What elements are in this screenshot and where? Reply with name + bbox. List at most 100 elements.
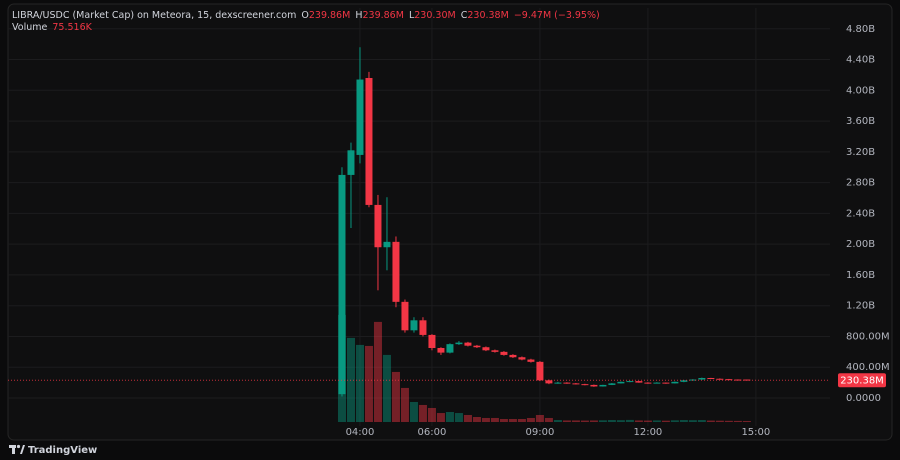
- volume-bar: [526, 417, 535, 422]
- volume-bar: [400, 387, 409, 422]
- volume-bar: [490, 417, 499, 422]
- volume-bar: [544, 417, 553, 422]
- candle-body: [419, 320, 427, 335]
- candle-body: [617, 381, 625, 384]
- volume-bar: [715, 420, 724, 422]
- volume-bar: [670, 420, 679, 422]
- volume-bar: [535, 414, 544, 422]
- candle-body: [446, 344, 454, 353]
- last-price-label: 230.38M: [840, 375, 884, 386]
- candle-body: [347, 150, 355, 175]
- y-tick-label: 800.00M: [846, 331, 890, 342]
- candle-body: [626, 381, 634, 383]
- volume-bar: [355, 344, 364, 422]
- low-value: 230.30M: [414, 10, 455, 21]
- candle-body: [365, 78, 373, 205]
- candle-body: [374, 204, 382, 248]
- y-tick-label: 2.00B: [846, 239, 875, 250]
- volume-bar: [373, 321, 382, 422]
- high-value: 239.86M: [362, 10, 403, 21]
- x-tick-label: 15:00: [741, 427, 770, 438]
- volume-bar: [742, 421, 751, 422]
- candle-body: [464, 342, 472, 346]
- y-tick-label: 0.0000: [846, 393, 881, 404]
- volume-bar: [625, 419, 634, 422]
- volume-bar: [616, 420, 625, 422]
- high-label: H: [355, 10, 362, 21]
- brand: TradingView: [28, 445, 97, 456]
- volume-bar: [724, 420, 733, 422]
- symbol: LIBRA/USDC (Market Cap) on Meteora, 15, …: [12, 10, 296, 21]
- candle-body: [581, 384, 589, 386]
- low-label: L: [409, 10, 415, 21]
- y-tick-label: 3.20B: [846, 147, 875, 158]
- y-tick-label: 4.00B: [846, 85, 875, 96]
- candle-body: [338, 174, 346, 395]
- volume-bar: [652, 420, 661, 422]
- volume-bar: [499, 419, 508, 422]
- candle-body: [644, 382, 652, 384]
- candle-body: [527, 359, 535, 362]
- candle-body: [455, 342, 463, 345]
- candle-body: [680, 380, 688, 382]
- y-tick-label: 4.80B: [846, 24, 875, 35]
- volume-bar: [598, 420, 607, 422]
- candle-body: [356, 79, 364, 155]
- y-tick-label: 2.40B: [846, 208, 875, 219]
- volume-bar: [481, 417, 490, 422]
- volume-bar: [436, 413, 445, 422]
- candle-body: [662, 382, 670, 384]
- candle-body: [518, 357, 526, 360]
- last-price-tag: [838, 373, 886, 388]
- x-tick-label: 06:00: [418, 427, 447, 438]
- volume-bar: [706, 420, 715, 422]
- candle-body: [590, 384, 598, 387]
- volume-bar: [733, 420, 742, 422]
- volume-bar: [463, 414, 472, 422]
- volume-bar: [697, 420, 706, 422]
- volume-bar: [418, 404, 427, 422]
- candle-body: [401, 301, 409, 331]
- volume-bar: [382, 354, 391, 422]
- y-tick-label: 4.40B: [846, 55, 875, 66]
- candle-body: [392, 241, 400, 302]
- x-tick-label: 09:00: [526, 427, 555, 438]
- volume-bar: [517, 419, 526, 422]
- candle-body: [509, 354, 517, 358]
- candle-body: [707, 378, 715, 379]
- candle-body: [491, 350, 499, 352]
- y-tick-label: 1.20B: [846, 301, 875, 312]
- candle-body: [383, 241, 391, 248]
- volume-legend: Volume 75.516K: [12, 22, 93, 33]
- volume-label: Volume: [12, 22, 47, 33]
- candle-body: [608, 383, 616, 385]
- candle-body: [428, 334, 436, 348]
- candle-body: [671, 381, 679, 384]
- volume-bar: [445, 411, 454, 422]
- candles: [338, 47, 751, 397]
- open-value: 239.86M: [309, 10, 350, 21]
- y-tick-label: 2.80B: [846, 178, 875, 189]
- volume-bar: [427, 407, 436, 422]
- candle-body: [563, 382, 571, 384]
- x-tick-label: 12:00: [633, 427, 662, 438]
- volume-bar: [391, 371, 400, 422]
- volume-bar: [454, 413, 463, 422]
- volume-bar: [688, 420, 697, 422]
- candle-body: [725, 379, 733, 381]
- candle-body: [473, 345, 481, 348]
- candle-body: [635, 381, 643, 383]
- y-tick-label: 400.00M: [846, 362, 890, 373]
- open-label: O: [301, 10, 308, 21]
- candle-body: [716, 378, 724, 380]
- candle-body: [599, 384, 607, 387]
- x-tick-label: 04:00: [346, 427, 375, 438]
- candle-body: [653, 382, 661, 384]
- y-tick-label: 1.60B: [846, 270, 875, 281]
- volume-bar: [472, 416, 481, 422]
- candle-body: [545, 380, 553, 384]
- chart-panel: [7, 3, 893, 441]
- volume-bar: [643, 420, 652, 422]
- volume-bar: [364, 345, 373, 422]
